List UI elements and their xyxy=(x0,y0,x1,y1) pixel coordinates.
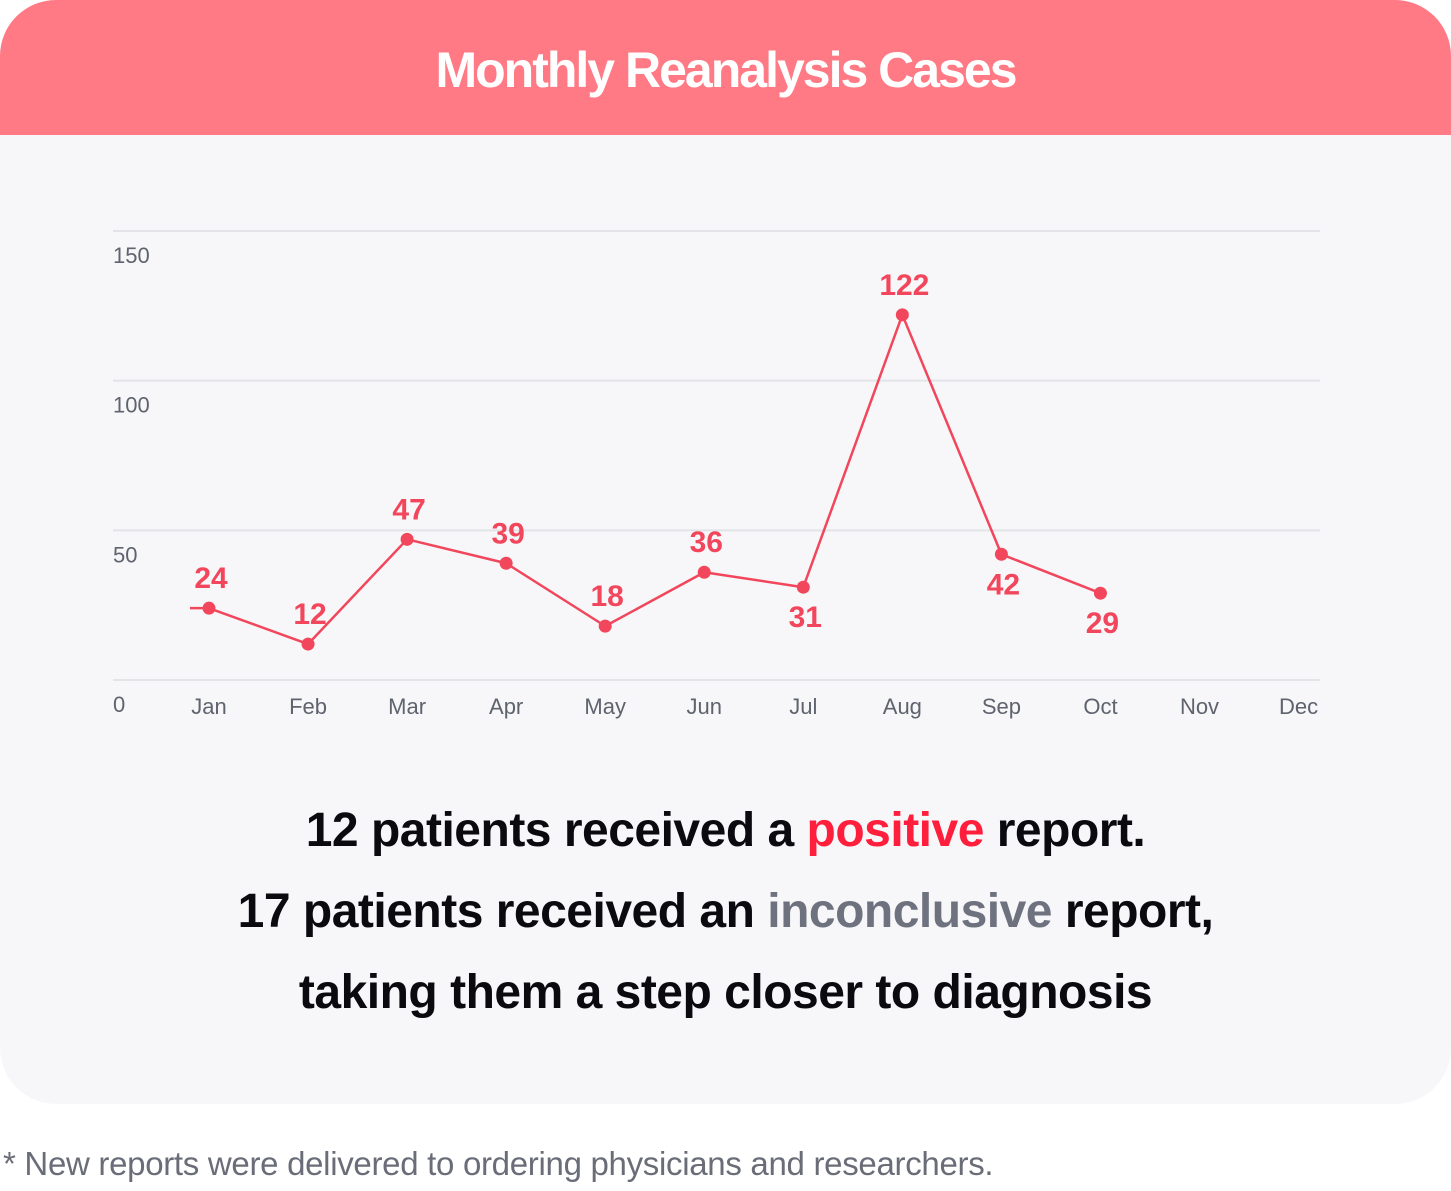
data-points xyxy=(202,308,1107,651)
x-tick-label-oct: Oct xyxy=(1083,694,1117,719)
x-axis-ticks: Jan Feb Mar Apr May Jun Jul Aug Sep Oct Nov Dec xyxy=(191,694,1318,719)
summary-line1-post: report. xyxy=(983,804,1146,857)
footnote: * New reports were delivered to ordering… xyxy=(3,1145,994,1182)
chart-title: Monthly Reanalysis Cases xyxy=(435,41,1017,98)
y-axis-ticks: 0 50 100 150 xyxy=(113,243,150,717)
x-tick-label-dec: Dec xyxy=(1279,694,1318,719)
data-labels: 24 12 47 39 18 36 31 122 42 29 xyxy=(194,269,1119,640)
data-point-feb xyxy=(301,637,315,651)
summary-text: 12 patients received a positive report. … xyxy=(0,795,1451,1038)
data-label-aug: 122 xyxy=(879,269,929,302)
summary-line1-pre: 12 patients received a xyxy=(305,804,807,857)
x-tick-label-may: May xyxy=(584,694,626,719)
summary-line2-post: report, xyxy=(1052,885,1214,938)
series-line xyxy=(190,313,1101,646)
data-point-aug xyxy=(895,308,909,322)
y-tick-label: 150 xyxy=(113,243,150,268)
data-label-jan: 24 xyxy=(194,562,228,595)
summary-line-diagnosis: taking them a step closer to diagnosis xyxy=(298,966,1153,1019)
chart-card: Monthly Reanalysis Cases 0 50 100 150 Jan Fe… xyxy=(0,0,1451,1038)
data-label-apr: 39 xyxy=(491,517,524,550)
x-tick-label-sep: Sep xyxy=(982,694,1021,719)
data-label-mar: 47 xyxy=(392,493,425,526)
data-point-sep xyxy=(994,547,1008,561)
data-point-jun xyxy=(697,565,711,579)
data-point-mar xyxy=(400,532,414,546)
y-tick-label: 100 xyxy=(113,393,150,418)
x-tick-label-nov: Nov xyxy=(1180,694,1219,719)
series-path xyxy=(190,313,1101,646)
y-tick-label: 50 xyxy=(113,542,137,567)
data-label-jun: 36 xyxy=(690,526,723,559)
data-point-oct xyxy=(1093,586,1107,600)
positive-highlight: positive xyxy=(806,804,985,857)
data-point-may xyxy=(598,619,612,633)
summary-line-inconclusive: 17 patients received an inconclusive rep… xyxy=(0,876,1451,957)
x-tick-label-apr: Apr xyxy=(489,694,523,719)
data-point-apr xyxy=(499,556,513,570)
inconclusive-highlight: inconclusive xyxy=(767,885,1052,938)
card-header: Monthly Reanalysis Cases xyxy=(0,0,1451,135)
data-label-sep: 42 xyxy=(987,568,1020,601)
x-tick-label-jun: Jun xyxy=(687,694,722,719)
x-tick-label-aug: Aug xyxy=(883,694,922,719)
x-tick-label-mar: Mar xyxy=(388,694,426,719)
summary-line2-pre: 17 patients received an xyxy=(237,885,768,938)
data-point-jan xyxy=(202,601,216,615)
line-chart: 0 50 100 150 Jan Feb Mar Apr May Jun Jul Aug Sep Oct… xyxy=(113,230,1320,719)
y-tick-label: 0 xyxy=(113,692,125,717)
data-label-oct: 29 xyxy=(1086,607,1119,640)
x-tick-label-jul: Jul xyxy=(789,694,817,719)
data-point-jul xyxy=(796,580,810,594)
summary-line-positive: 12 patients received a positive report. xyxy=(0,795,1451,876)
data-label-jul: 31 xyxy=(789,601,822,634)
x-tick-label-feb: Feb xyxy=(289,694,327,719)
data-label-may: 18 xyxy=(591,580,624,613)
x-tick-label-jan: Jan xyxy=(191,694,226,719)
chart-grid xyxy=(113,230,1320,681)
data-label-feb: 12 xyxy=(293,598,326,631)
